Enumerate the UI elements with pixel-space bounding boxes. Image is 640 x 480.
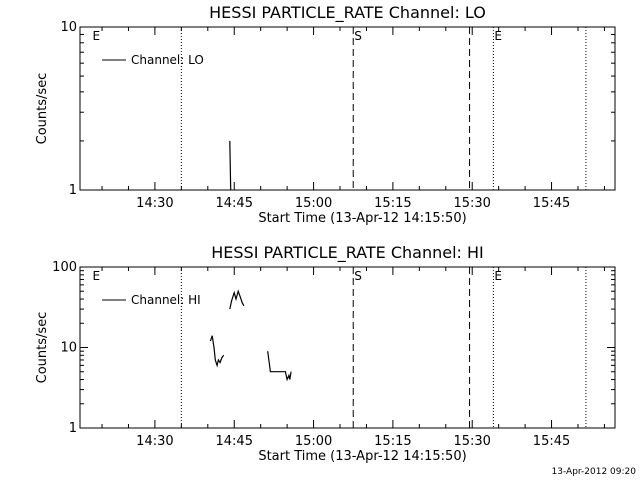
y-axis-label: Counts/sec xyxy=(35,73,50,145)
event-marker-label: E xyxy=(494,269,502,283)
series-line xyxy=(229,289,245,310)
chart-panel-1: HESSI PARTICLE_RATE Channel: LO 1 10 14:30 1… xyxy=(35,3,616,226)
series-line xyxy=(267,351,292,382)
x-tick-label: 15:15 xyxy=(374,434,411,449)
chart-panel-2: HESSI PARTICLE_RATE Channel: HI 1 10 100 14:… xyxy=(35,243,616,464)
x-tick-label: 15:45 xyxy=(533,434,570,449)
x-tick-label: 15:00 xyxy=(295,434,332,449)
x-tick-label: 14:30 xyxy=(136,196,173,211)
legend-label: Channel: LO xyxy=(131,53,204,67)
x-tick-label: 15:30 xyxy=(453,196,490,211)
x-tick-label: 15:30 xyxy=(453,434,490,449)
series-line xyxy=(229,140,232,191)
series-line xyxy=(209,335,225,368)
x-axis-label: Start Time (13-Apr-12 14:15:50) xyxy=(258,211,466,226)
event-marker-label: E xyxy=(92,269,100,283)
x-tick-label: 15:15 xyxy=(374,196,411,211)
x-tick-label: 14:45 xyxy=(216,434,253,449)
x-tick-label: 14:30 xyxy=(136,434,173,449)
plot-frame xyxy=(79,266,616,429)
event-marker-label: E xyxy=(92,29,100,43)
chart-title: HESSI PARTICLE_RATE Channel: LO xyxy=(209,3,486,23)
x-tick-label: 15:45 xyxy=(533,196,570,211)
y-axis-label: Counts/sec xyxy=(35,312,50,384)
x-tick-label: 14:45 xyxy=(216,196,253,211)
x-tick-label: 15:00 xyxy=(295,196,332,211)
figure-footer-timestamp: 13-Apr-2012 09:20 xyxy=(552,467,637,477)
plot-frame xyxy=(79,26,616,191)
y-tick-label: 10 xyxy=(60,20,77,35)
y-tick-label: 100 xyxy=(52,260,77,275)
event-marker-label: S xyxy=(354,269,362,283)
y-tick-label: 1 xyxy=(69,183,77,198)
chart-title: HESSI PARTICLE_RATE Channel: HI xyxy=(211,243,484,263)
y-tick-label: 10 xyxy=(60,341,77,356)
y-tick-label: 1 xyxy=(69,421,77,436)
event-marker-label: S xyxy=(354,29,362,43)
x-axis-label: Start Time (13-Apr-12 14:15:50) xyxy=(258,449,466,464)
event-marker-label: E xyxy=(494,29,502,43)
legend-label: Channel: HI xyxy=(131,293,201,307)
